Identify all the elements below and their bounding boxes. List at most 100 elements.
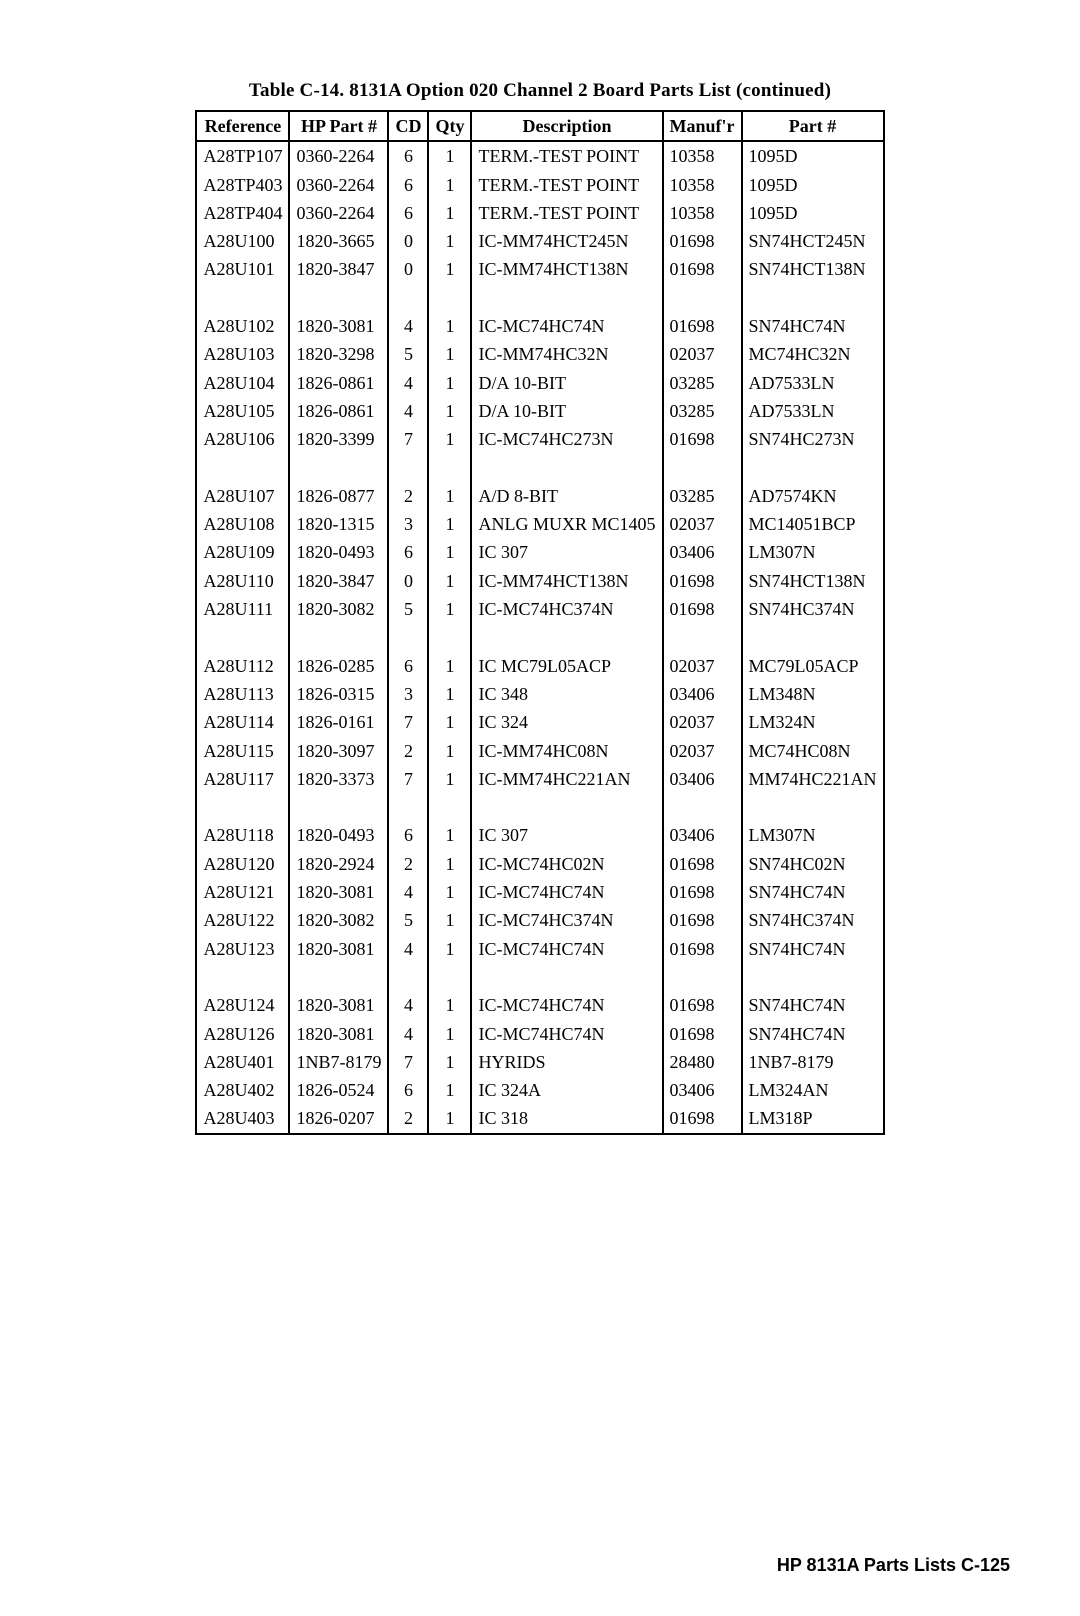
cell-cd: 4 bbox=[388, 878, 428, 906]
cell-cd: 6 bbox=[388, 171, 428, 199]
table-row: A28U1201820-292421IC-MC74HC02N01698SN74H… bbox=[196, 850, 883, 878]
cell-cd: 2 bbox=[388, 1104, 428, 1133]
cell-man: 03406 bbox=[663, 1076, 742, 1104]
table-row: A28U1101820-384701IC-MM74HCT138N01698SN7… bbox=[196, 567, 883, 595]
col-cd: CD bbox=[388, 111, 428, 141]
cell-hp: 1820-3373 bbox=[289, 765, 388, 793]
cell-part: SN74HCT138N bbox=[742, 255, 884, 283]
cell-man: 01698 bbox=[663, 1020, 742, 1048]
cell-qty: 1 bbox=[428, 595, 471, 623]
cell-hp: 1826-0161 bbox=[289, 708, 388, 736]
cell-ref: A28U118 bbox=[196, 821, 289, 849]
cell-hp: 1826-0877 bbox=[289, 482, 388, 510]
cell-ref: A28TP403 bbox=[196, 171, 289, 199]
cell-man: 03285 bbox=[663, 369, 742, 397]
cell-ref: A28TP107 bbox=[196, 141, 289, 170]
cell-man: 02037 bbox=[663, 708, 742, 736]
cell-part: MC79L05ACP bbox=[742, 652, 884, 680]
table-row: A28U1261820-308141IC-MC74HC74N01698SN74H… bbox=[196, 1020, 883, 1048]
cell-desc: IC-MM74HCT138N bbox=[471, 567, 662, 595]
cell-cd: 6 bbox=[388, 821, 428, 849]
cell-desc: IC 307 bbox=[471, 538, 662, 566]
cell-desc: IC 318 bbox=[471, 1104, 662, 1133]
cell-cd: 0 bbox=[388, 567, 428, 595]
cell-ref: A28U115 bbox=[196, 737, 289, 765]
cell-part: 1095D bbox=[742, 199, 884, 227]
cell-ref: A28U109 bbox=[196, 538, 289, 566]
page-footer: HP 8131A Parts Lists C-125 bbox=[40, 1555, 1040, 1576]
table-row: A28U1081820-131531ANLG MUXR MC140502037M… bbox=[196, 510, 883, 538]
table-row: A28U1181820-049361IC 30703406LM307N bbox=[196, 821, 883, 849]
cell-desc: IC-MC74HC273N bbox=[471, 425, 662, 453]
cell-desc: IC 348 bbox=[471, 680, 662, 708]
cell-hp: 0360-2264 bbox=[289, 171, 388, 199]
cell-desc: IC 324A bbox=[471, 1076, 662, 1104]
cell-qty: 1 bbox=[428, 340, 471, 368]
cell-ref: A28U105 bbox=[196, 397, 289, 425]
cell-ref: A28U113 bbox=[196, 680, 289, 708]
table-row: A28U1021820-308141IC-MC74HC74N01698SN74H… bbox=[196, 312, 883, 340]
cell-cd: 6 bbox=[388, 652, 428, 680]
cell-hp: 1820-3081 bbox=[289, 935, 388, 963]
table-row: A28U1091820-049361IC 30703406LM307N bbox=[196, 538, 883, 566]
col-qty: Qty bbox=[428, 111, 471, 141]
cell-qty: 1 bbox=[428, 737, 471, 765]
cell-man: 01698 bbox=[663, 312, 742, 340]
cell-qty: 1 bbox=[428, 171, 471, 199]
cell-man: 03406 bbox=[663, 680, 742, 708]
cell-qty: 1 bbox=[428, 1104, 471, 1133]
cell-qty: 1 bbox=[428, 510, 471, 538]
cell-desc: IC-MC74HC74N bbox=[471, 935, 662, 963]
cell-ref: A28U123 bbox=[196, 935, 289, 963]
cell-cd: 6 bbox=[388, 199, 428, 227]
table-row: A28U1061820-339971IC-MC74HC273N01698SN74… bbox=[196, 425, 883, 453]
cell-qty: 1 bbox=[428, 850, 471, 878]
table-row: A28U1011820-384701IC-MM74HCT138N01698SN7… bbox=[196, 255, 883, 283]
cell-ref: A28U124 bbox=[196, 991, 289, 1019]
table-row: A28TP4040360-226461TERM.-TEST POINT10358… bbox=[196, 199, 883, 227]
cell-ref: A28U104 bbox=[196, 369, 289, 397]
cell-desc: ANLG MUXR MC1405 bbox=[471, 510, 662, 538]
cell-hp: 1826-0207 bbox=[289, 1104, 388, 1133]
cell-desc: A/D 8-BIT bbox=[471, 482, 662, 510]
cell-man: 01698 bbox=[663, 935, 742, 963]
cell-man: 01698 bbox=[663, 567, 742, 595]
cell-qty: 1 bbox=[428, 255, 471, 283]
row-spacer bbox=[196, 623, 883, 651]
row-spacer bbox=[196, 284, 883, 312]
cell-qty: 1 bbox=[428, 1076, 471, 1104]
cell-part: 1095D bbox=[742, 171, 884, 199]
cell-cd: 4 bbox=[388, 935, 428, 963]
cell-qty: 1 bbox=[428, 425, 471, 453]
table-row: A28U1241820-308141IC-MC74HC74N01698SN74H… bbox=[196, 991, 883, 1019]
table-row: A28U1151820-309721IC-MM74HC08N02037MC74H… bbox=[196, 737, 883, 765]
cell-hp: 1820-2924 bbox=[289, 850, 388, 878]
cell-hp: 1820-3097 bbox=[289, 737, 388, 765]
cell-cd: 4 bbox=[388, 369, 428, 397]
cell-desc: IC-MC74HC74N bbox=[471, 312, 662, 340]
cell-ref: A28U100 bbox=[196, 227, 289, 255]
cell-ref: A28U114 bbox=[196, 708, 289, 736]
cell-man: 03406 bbox=[663, 821, 742, 849]
cell-man: 01698 bbox=[663, 906, 742, 934]
cell-man: 01698 bbox=[663, 595, 742, 623]
cell-desc: IC 324 bbox=[471, 708, 662, 736]
cell-qty: 1 bbox=[428, 312, 471, 340]
cell-part: MC14051BCP bbox=[742, 510, 884, 538]
cell-cd: 7 bbox=[388, 1048, 428, 1076]
cell-qty: 1 bbox=[428, 991, 471, 1019]
cell-cd: 0 bbox=[388, 255, 428, 283]
cell-part: MC74HC08N bbox=[742, 737, 884, 765]
cell-cd: 4 bbox=[388, 991, 428, 1019]
cell-hp: 1820-3847 bbox=[289, 567, 388, 595]
cell-part: SN74HC74N bbox=[742, 878, 884, 906]
row-spacer bbox=[196, 793, 883, 821]
cell-hp: 1820-3081 bbox=[289, 991, 388, 1019]
cell-cd: 7 bbox=[388, 765, 428, 793]
cell-hp: 1820-3399 bbox=[289, 425, 388, 453]
cell-man: 01698 bbox=[663, 425, 742, 453]
cell-qty: 1 bbox=[428, 652, 471, 680]
cell-hp: 1820-1315 bbox=[289, 510, 388, 538]
cell-ref: A28U108 bbox=[196, 510, 289, 538]
cell-qty: 1 bbox=[428, 567, 471, 595]
